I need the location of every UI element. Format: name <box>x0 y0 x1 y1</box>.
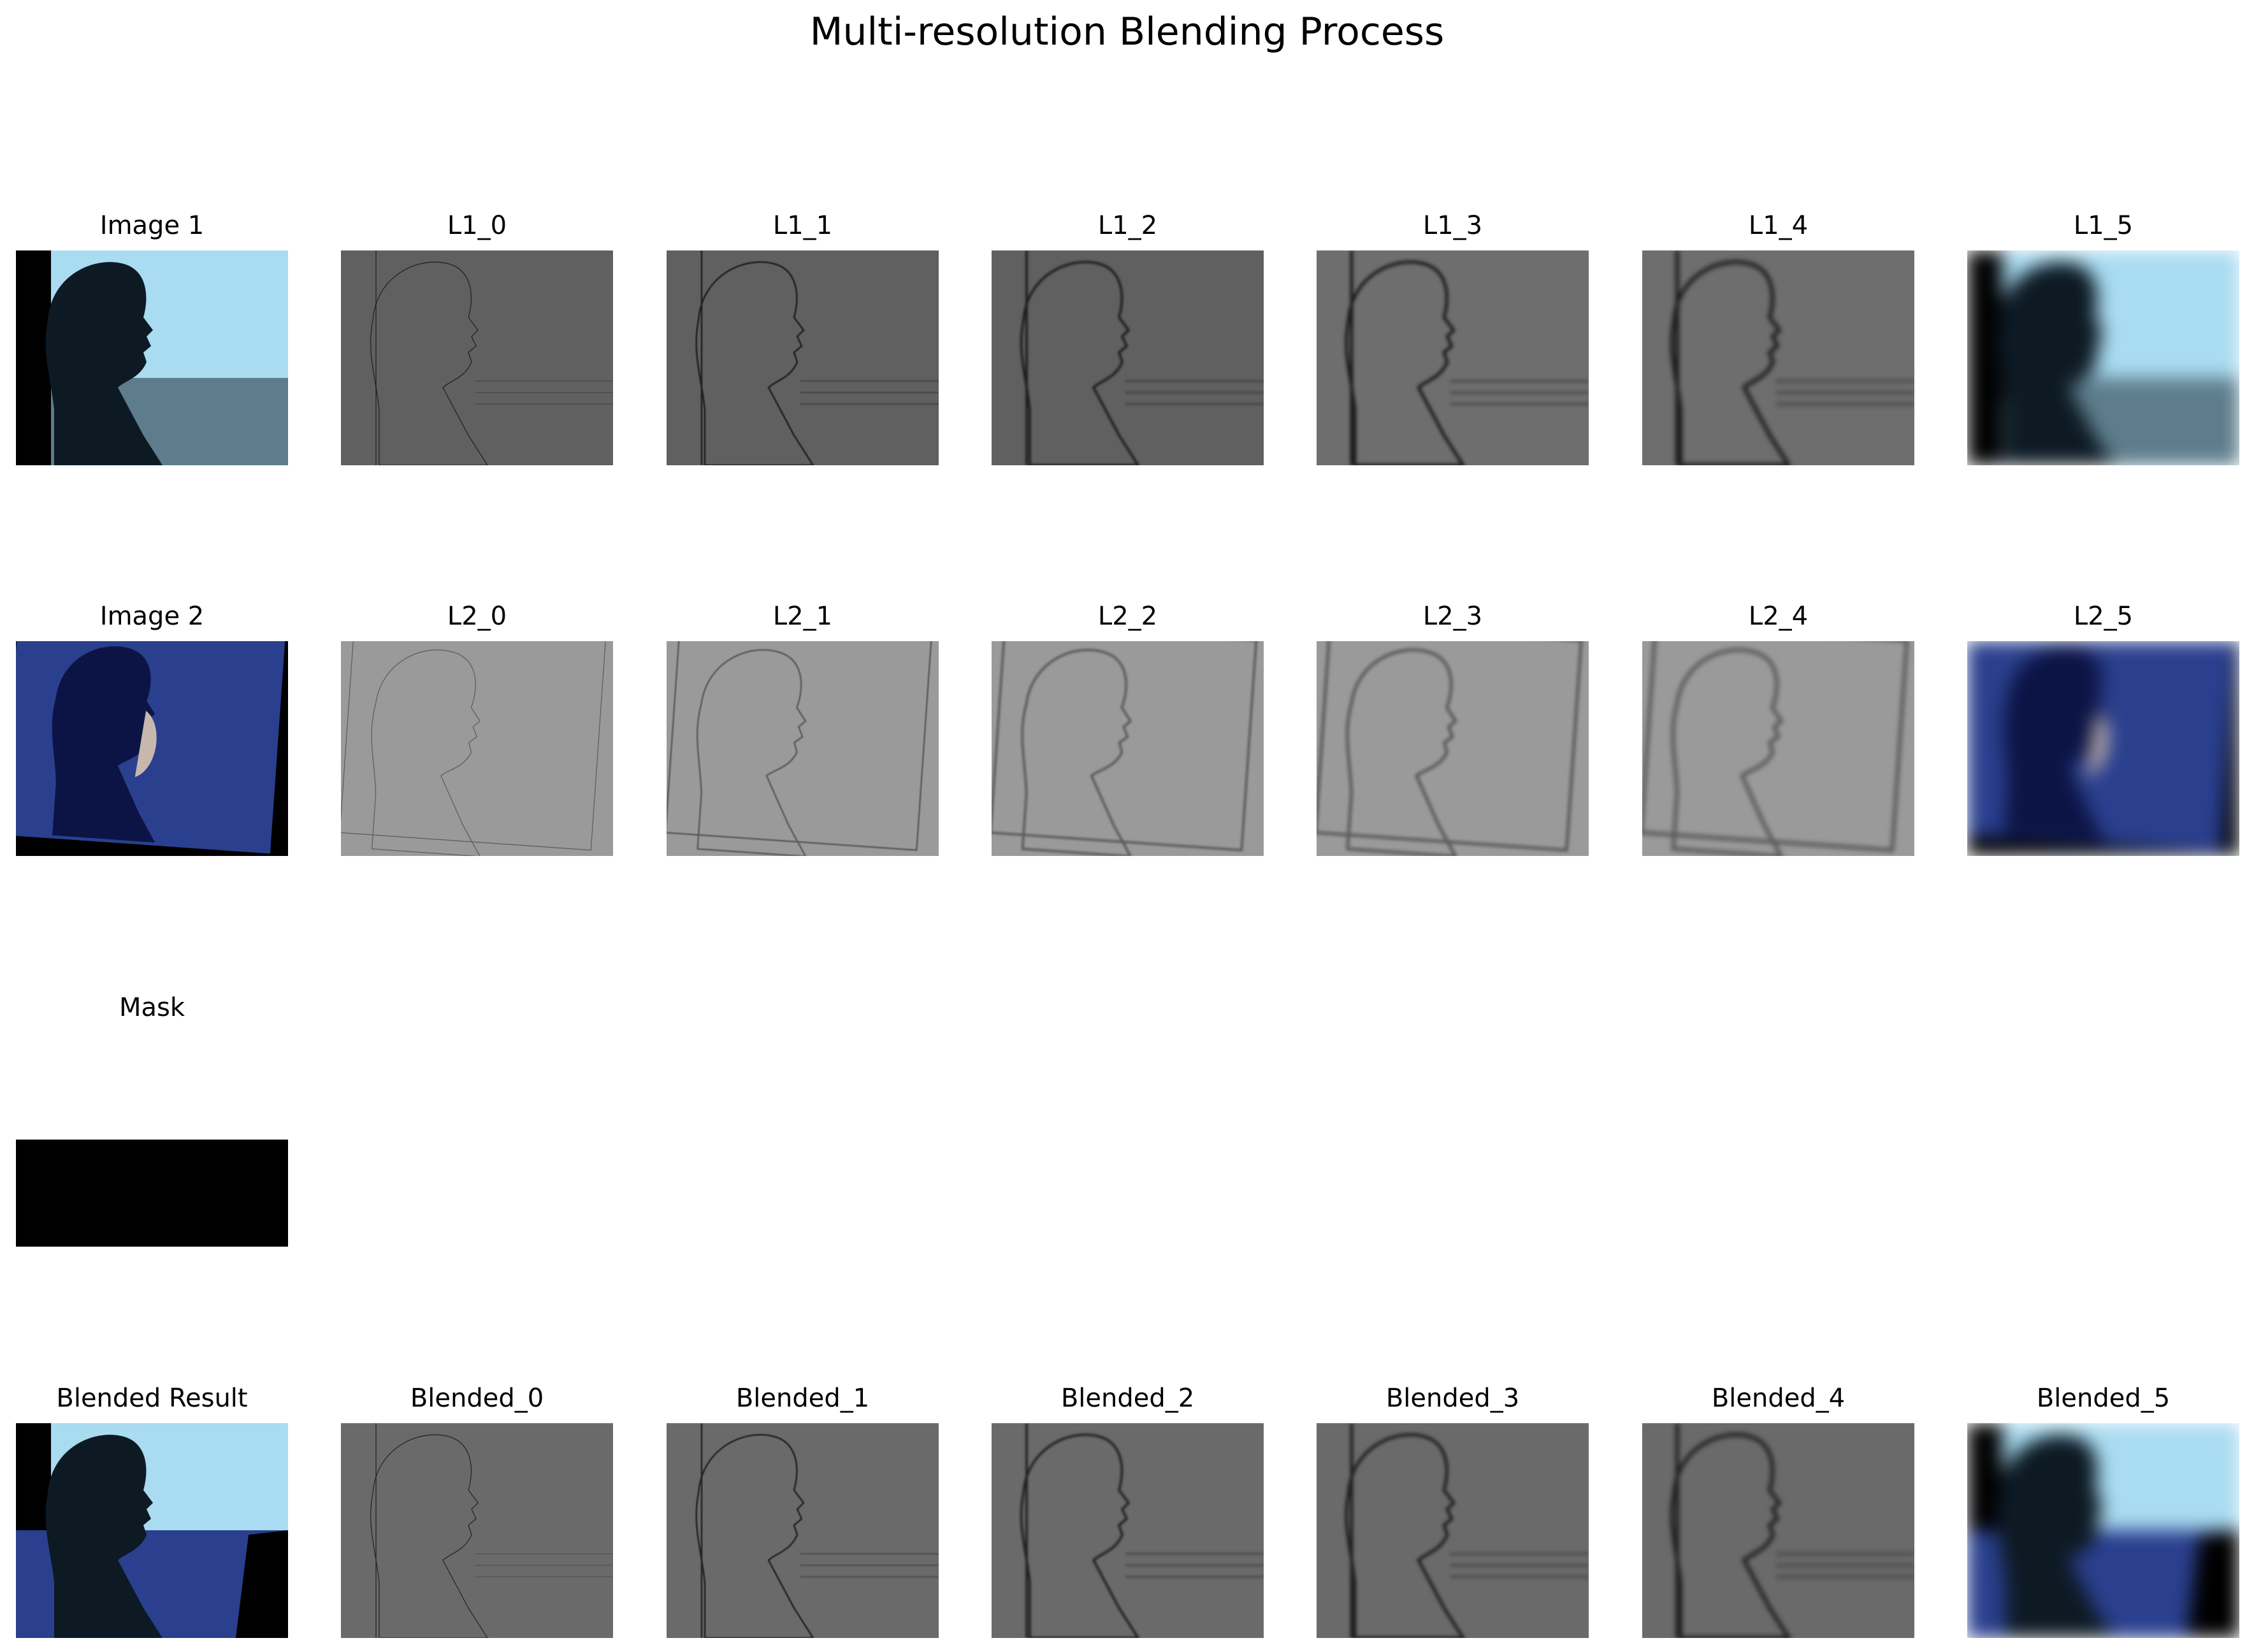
panel-image <box>1967 641 2239 856</box>
panel-title: Blended_2 <box>1060 1384 1195 1413</box>
panel-image <box>1317 1423 1589 1638</box>
panel-image <box>16 1140 288 1247</box>
panel-title: Blended_5 <box>2036 1384 2171 1413</box>
panel-image <box>1967 1423 2239 1638</box>
panel-title: Image 2 <box>99 602 205 631</box>
image-graphic <box>1967 1423 2239 1638</box>
panel-title: Image 1 <box>99 211 205 240</box>
panel-image <box>667 250 939 465</box>
panel-image <box>667 1423 939 1638</box>
panel-title: L2_4 <box>1748 602 1809 631</box>
image-graphic <box>1967 641 2239 856</box>
panel-image <box>1642 250 1914 465</box>
panel-title: L2_1 <box>772 602 833 631</box>
image-graphic <box>667 250 939 465</box>
panel-image <box>341 1423 613 1638</box>
panel-image <box>1642 1423 1914 1638</box>
panel-title: Blended_3 <box>1385 1384 1520 1413</box>
panel-title: L2_2 <box>1097 602 1158 631</box>
panel-title: Blended_1 <box>735 1384 870 1413</box>
image-graphic <box>16 641 288 856</box>
panel-image <box>16 1423 288 1638</box>
panel-title: L1_3 <box>1422 211 1483 240</box>
panel-title: Mask <box>119 993 185 1022</box>
panel-image <box>16 641 288 856</box>
panel-title: Blended_0 <box>410 1384 544 1413</box>
image-graphic <box>1642 250 1914 465</box>
panel-image <box>992 1423 1264 1638</box>
panel-image <box>1967 250 2239 465</box>
panel-title: L1_4 <box>1748 211 1809 240</box>
panel-image <box>1317 641 1589 856</box>
image-graphic <box>1317 250 1589 465</box>
image-graphic <box>16 250 288 465</box>
image-graphic <box>1967 250 2239 465</box>
panel-image <box>341 641 613 856</box>
panel-title: Blended Result <box>56 1384 248 1413</box>
image-graphic <box>667 641 939 856</box>
panel-title: L1_1 <box>772 211 833 240</box>
panel-title: Blended_4 <box>1711 1384 1846 1413</box>
panel-title: L1_2 <box>1097 211 1158 240</box>
panel-title: L2_0 <box>447 602 507 631</box>
panel-title: L1_0 <box>447 211 507 240</box>
image-graphic <box>1642 641 1914 856</box>
panel-image <box>1317 250 1589 465</box>
image-graphic <box>992 1423 1264 1638</box>
image-graphic <box>992 641 1264 856</box>
image-graphic <box>341 250 613 465</box>
image-graphic <box>16 1140 288 1247</box>
image-graphic <box>1317 1423 1589 1638</box>
panel-image <box>992 250 1264 465</box>
panel-image <box>16 250 288 465</box>
panel-image <box>667 641 939 856</box>
panel-image <box>992 641 1264 856</box>
image-graphic <box>1317 641 1589 856</box>
image-graphic <box>341 641 613 856</box>
panel-image <box>341 250 613 465</box>
panel-title: L2_3 <box>1422 602 1483 631</box>
image-graphic <box>341 1423 613 1638</box>
figure-title: Multi-resolution Blending Process <box>809 10 1445 54</box>
panel-image <box>1642 641 1914 856</box>
panel-title: L2_5 <box>2073 602 2134 631</box>
image-graphic <box>16 1423 288 1638</box>
image-graphic <box>667 1423 939 1638</box>
image-graphic <box>992 250 1264 465</box>
image-graphic <box>1642 1423 1914 1638</box>
panel-title: L1_5 <box>2073 211 2134 240</box>
